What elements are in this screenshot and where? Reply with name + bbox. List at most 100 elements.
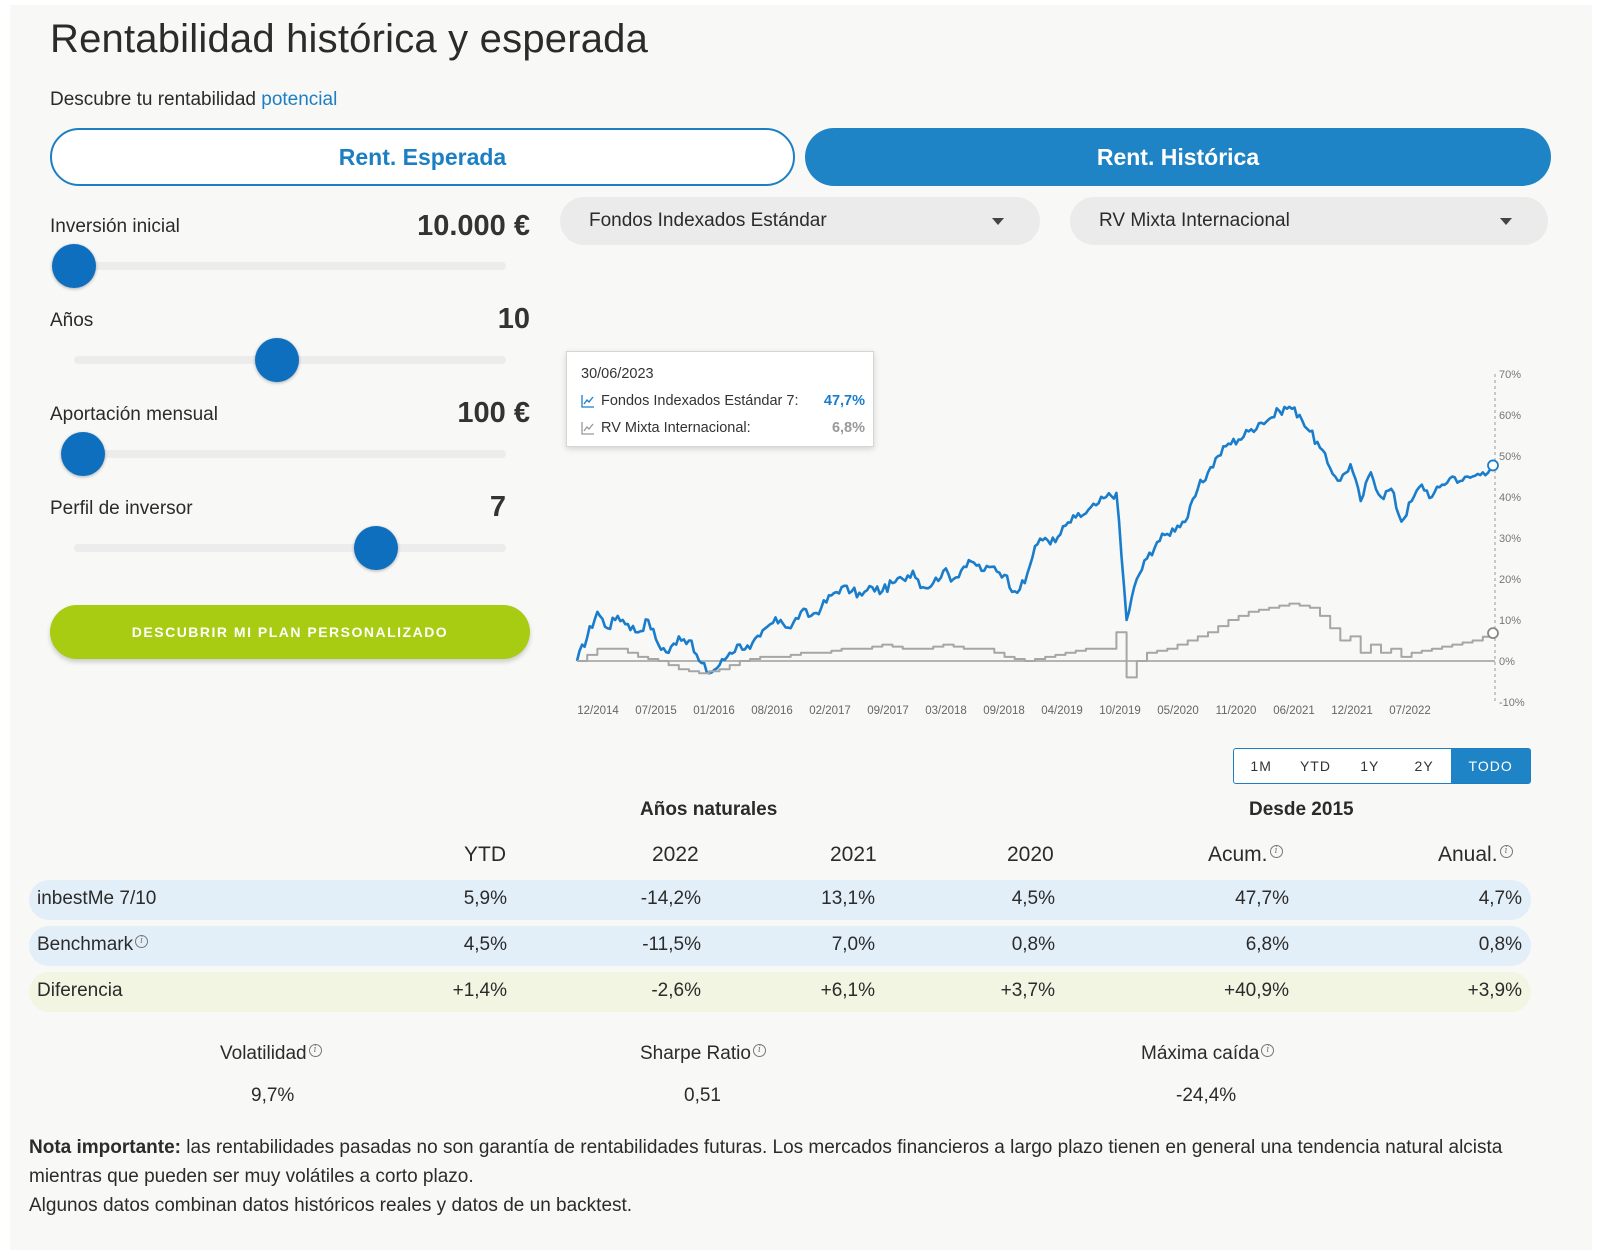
col-head-acum-label: Acum. (1208, 843, 1268, 866)
cell-acum: +40,9% (1224, 980, 1289, 1001)
anos-label: Años (50, 310, 94, 331)
chevron-down-icon (1500, 218, 1512, 225)
inversion-slider-group: Inversión inicial 10.000 € (50, 210, 530, 290)
series-end-point-fund (1487, 459, 1499, 472)
x-tick-label: 07/2015 (635, 705, 677, 717)
table-row: inbestMe 7/10 5,9% -14,2% 13,1% 4,5% 47,… (29, 880, 1531, 920)
chevron-down-icon (992, 218, 1004, 225)
perfil-slider-track[interactable] (74, 544, 506, 552)
aportacion-label: Aportación mensual (50, 404, 218, 425)
tab-rent-esperada[interactable]: Rent. Esperada (50, 128, 795, 186)
line-chart-icon (581, 395, 594, 408)
table-row: Benchmark i 4,5% -11,5% 7,0% 0,8% 6,8% 0,… (29, 926, 1531, 966)
note-text: las rentabilidades pasadas no son garant… (29, 1137, 1503, 1187)
cell-acum: 6,8% (1245, 934, 1289, 955)
cell-2022: -2,6% (651, 980, 701, 1001)
aportacion-slider-track[interactable] (74, 450, 506, 458)
range-1m-button[interactable]: 1M (1250, 758, 1272, 774)
x-tick-label: 08/2016 (751, 705, 793, 717)
y-tick-label: 70% (1499, 369, 1521, 381)
y-tick-label: 50% (1499, 451, 1521, 463)
stat-label-text: Máxima caída (1141, 1043, 1260, 1064)
range-2y-button[interactable]: 2Y (1414, 758, 1434, 774)
page-subtitle: Descubre tu rentabilidad potencial (50, 89, 337, 111)
y-tick-label: 30% (1499, 533, 1521, 545)
tab-rent-historica[interactable]: Rent. Histórica (805, 128, 1551, 186)
inversion-label: Inversión inicial (50, 216, 180, 237)
subtitle-text: Descubre tu rentabilidad (50, 89, 256, 110)
cell-anual: +3,9% (1467, 980, 1522, 1001)
cell-2020: 0,8% (1011, 934, 1055, 955)
cell-2022: -11,5% (642, 934, 701, 955)
col-head-2022: 2022 (652, 843, 699, 866)
note-line-2: Algunos datos combinan datos históricos … (29, 1195, 633, 1216)
anos-slider-thumb[interactable] (255, 338, 300, 382)
cell-2022: -14,2% (640, 888, 701, 909)
series-line-fund (575, 405, 1495, 675)
row-name: inbestMe 7/10 (37, 888, 157, 909)
x-tick-label: 04/2019 (1041, 705, 1083, 717)
benchmark-select[interactable]: RV Mixta Internacional (1070, 197, 1548, 245)
inversion-slider-track[interactable] (74, 262, 506, 270)
x-tick-label: 01/2016 (693, 705, 735, 717)
inversion-slider-thumb[interactable] (52, 244, 96, 288)
info-icon[interactable]: i (1499, 845, 1513, 858)
perfil-slider-group: Perfil de inversor 7 (50, 491, 530, 571)
stat-label-volatilidad: Volatilidad i (220, 1043, 322, 1065)
inversion-value: 10.000 € (417, 210, 530, 242)
cell-2021: 7,0% (831, 934, 875, 955)
benchmark-select-value: RV Mixta Internacional (1099, 210, 1290, 231)
cell-anual: 4,7% (1478, 888, 1522, 909)
x-tick-label: 06/2021 (1273, 705, 1315, 717)
info-icon[interactable]: i (752, 1043, 766, 1057)
x-tick-label: 11/2020 (1216, 705, 1257, 717)
range-todo-button[interactable]: TODO (1451, 749, 1530, 783)
y-tick-label: 60% (1499, 410, 1521, 422)
cell-anual: 0,8% (1478, 934, 1522, 955)
cell-ytd: 4,5% (463, 934, 507, 955)
discover-plan-button[interactable]: DESCUBRIR MI PLAN PERSONALIZADO (50, 605, 530, 659)
range-ytd-button[interactable]: YTD (1299, 758, 1331, 774)
series-line-benchmark (577, 602, 1494, 679)
info-icon[interactable]: i (308, 1043, 322, 1057)
stat-label-maxima-caida: Máxima caída i (1141, 1043, 1275, 1065)
row-name: Diferencia (37, 980, 123, 1001)
stat-label-text: Volatilidad (220, 1043, 307, 1064)
stat-label-text: Sharpe Ratio (640, 1043, 751, 1064)
info-icon[interactable]: i (1269, 845, 1283, 858)
x-tick-label: 12/2021 (1331, 705, 1373, 717)
aportacion-slider-thumb[interactable] (60, 432, 105, 476)
series-end-point-benchmark (1487, 627, 1499, 640)
aportacion-value: 100 € (457, 397, 530, 429)
group-head-anos-naturales: Años naturales (640, 799, 778, 820)
x-tick-label: 05/2020 (1157, 705, 1199, 717)
subtitle-link-potencial[interactable]: potencial (261, 89, 338, 110)
col-head-2020: 2020 (1007, 843, 1054, 866)
fund-select-value: Fondos Indexados Estándar (589, 210, 827, 231)
col-head-acum: Acum. i (1208, 843, 1283, 867)
stat-value-sharpe: 0,51 (684, 1085, 721, 1106)
range-1y-button[interactable]: 1Y (1360, 758, 1380, 774)
stat-label-sharpe: Sharpe Ratio i (640, 1043, 766, 1065)
cell-2021: +6,1% (820, 980, 875, 1001)
y-tick-label: 0% (1499, 656, 1515, 668)
cell-ytd: 5,9% (463, 888, 507, 909)
page: Rentabilidad histórica y esperada Descub… (10, 5, 1592, 1250)
stat-value-maxima-caida: -24,4% (1176, 1085, 1237, 1106)
info-icon[interactable]: i (1261, 1043, 1275, 1057)
cell-acum: 47,7% (1235, 888, 1289, 909)
x-tick-label: 10/2019 (1099, 705, 1141, 717)
table-row: Diferencia +1,4% -2,6% +6,1% +3,7% +40,9… (29, 972, 1531, 1012)
info-icon[interactable]: i (135, 934, 149, 948)
aportacion-slider-group: Aportación mensual 100 € (50, 397, 530, 477)
fund-select[interactable]: Fondos Indexados Estándar (560, 197, 1040, 245)
x-tick-label: 03/2018 (925, 705, 967, 717)
row-name: Benchmark (37, 934, 134, 955)
chart-tooltip: 30/06/2023 Fondos Indexados Estándar 7: … (566, 351, 874, 447)
x-tick-label: 02/2017 (809, 705, 851, 717)
perfil-slider-thumb[interactable] (354, 526, 399, 570)
page-title: Rentabilidad histórica y esperada (50, 17, 649, 61)
stat-value-volatilidad: 9,7% (251, 1085, 295, 1106)
range-selector: 1M YTD 1Y 2Y TODO (1233, 748, 1531, 784)
performance-chart[interactable]: 70% 60% 50% 40% 30% 20% 10% 0% -10% 12/2014 07/201… (10, 5, 1592, 725)
